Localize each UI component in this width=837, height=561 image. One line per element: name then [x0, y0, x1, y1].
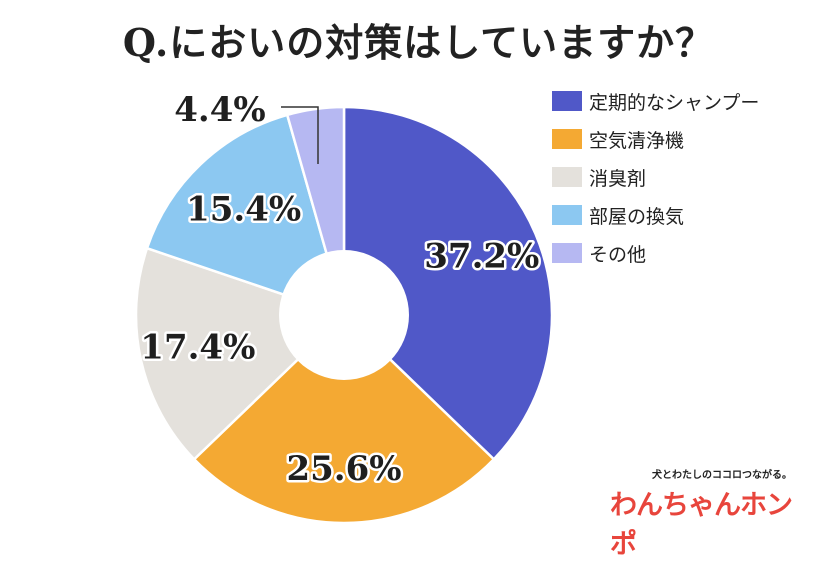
legend-swatch [552, 167, 582, 187]
brand-block: 犬とわたしのココロつながる。 わんちゃんホンポ [610, 466, 810, 561]
legend-swatch [552, 91, 582, 111]
label-deodorant: 17.4% [140, 328, 255, 368]
legend-item-ventilation: 部屋の換気 [552, 204, 759, 228]
donut-hole [279, 250, 409, 380]
brand-logo: わんちゃんホンポ [610, 490, 793, 560]
slice-shampoo [342, 105, 554, 462]
label-air-purifier: 25.6% [286, 449, 401, 489]
legend-item-air-purifier: 空気清浄機 [552, 128, 759, 152]
legend-item-other: その他 [552, 242, 759, 266]
legend-label: 空気清浄機 [589, 129, 685, 152]
legend-swatch [552, 205, 582, 225]
legend-label: その他 [589, 243, 647, 266]
label-ventilation: 15.4% [186, 189, 301, 229]
legend-item-shampoo: 定期的なシャンプー [552, 90, 760, 114]
slice-ventilation [145, 113, 346, 317]
legend-swatch [552, 129, 582, 149]
legend-item-deodorant: 消臭剤 [552, 166, 759, 190]
chart-legend: 定期的なシャンプー 空気清浄機消臭剤部屋の換気その他 [552, 90, 759, 280]
brand-tagline: 犬とわたしのココロつながる。 [652, 470, 792, 481]
legend-label: 定期的なシャンプー [589, 91, 760, 114]
legend-label: 部屋の換気 [589, 205, 685, 228]
label-shampoo: 37.2% [424, 236, 539, 276]
label-other: 4.4% [174, 90, 265, 130]
chart-title: Q.においの対策はしていますか？ [122, 20, 715, 65]
slice-air-purifier [192, 313, 496, 525]
legend-label: 消臭剤 [589, 167, 647, 190]
legend-swatch [552, 243, 582, 263]
leader-line-other [281, 106, 319, 164]
